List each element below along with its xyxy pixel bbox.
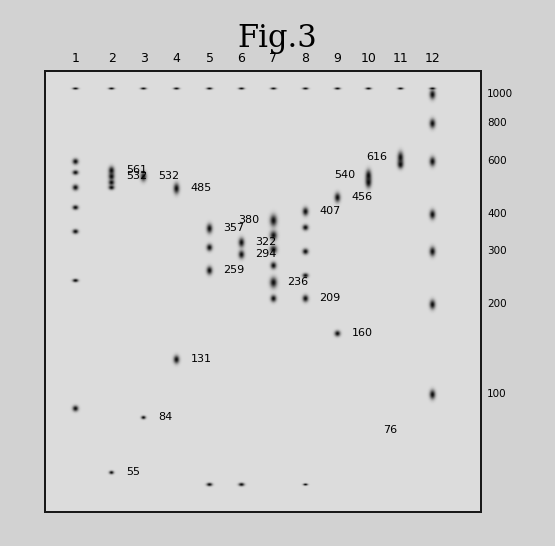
Text: 300: 300 — [487, 246, 507, 256]
Text: 400: 400 — [487, 209, 507, 219]
Text: 12: 12 — [425, 51, 441, 64]
Text: 380: 380 — [238, 215, 259, 225]
Text: 11: 11 — [393, 51, 409, 64]
Text: Fig.3: Fig.3 — [238, 23, 317, 54]
Text: 209: 209 — [320, 293, 341, 303]
Text: 2: 2 — [108, 51, 116, 64]
Text: 485: 485 — [191, 183, 212, 193]
Text: 100: 100 — [487, 389, 507, 399]
Text: 10: 10 — [361, 51, 377, 64]
Text: 8: 8 — [301, 51, 310, 64]
Text: 9: 9 — [334, 51, 341, 64]
Text: 4: 4 — [173, 51, 180, 64]
Text: 532: 532 — [126, 171, 147, 181]
Text: 1: 1 — [72, 51, 80, 64]
Text: 1000: 1000 — [487, 89, 513, 99]
Text: 131: 131 — [191, 354, 211, 364]
Text: 616: 616 — [366, 152, 387, 162]
Text: 540: 540 — [334, 170, 355, 180]
Text: 259: 259 — [224, 265, 245, 275]
Text: 5: 5 — [205, 51, 214, 64]
Text: 76: 76 — [383, 425, 397, 435]
Text: 800: 800 — [487, 118, 507, 128]
Text: 200: 200 — [487, 299, 507, 309]
Text: 407: 407 — [320, 206, 341, 216]
Text: 322: 322 — [255, 237, 276, 247]
Text: 7: 7 — [269, 51, 277, 64]
Text: 561: 561 — [126, 165, 147, 175]
Text: 236: 236 — [287, 277, 308, 287]
Text: 6: 6 — [237, 51, 245, 64]
Text: 357: 357 — [224, 223, 245, 233]
Text: 160: 160 — [351, 328, 372, 338]
Text: 600: 600 — [487, 156, 507, 166]
Text: 294: 294 — [255, 249, 276, 259]
Text: 84: 84 — [158, 412, 172, 422]
Text: 532: 532 — [158, 171, 179, 181]
Text: 3: 3 — [140, 51, 148, 64]
Text: 456: 456 — [351, 192, 372, 202]
Text: 55: 55 — [126, 467, 140, 477]
